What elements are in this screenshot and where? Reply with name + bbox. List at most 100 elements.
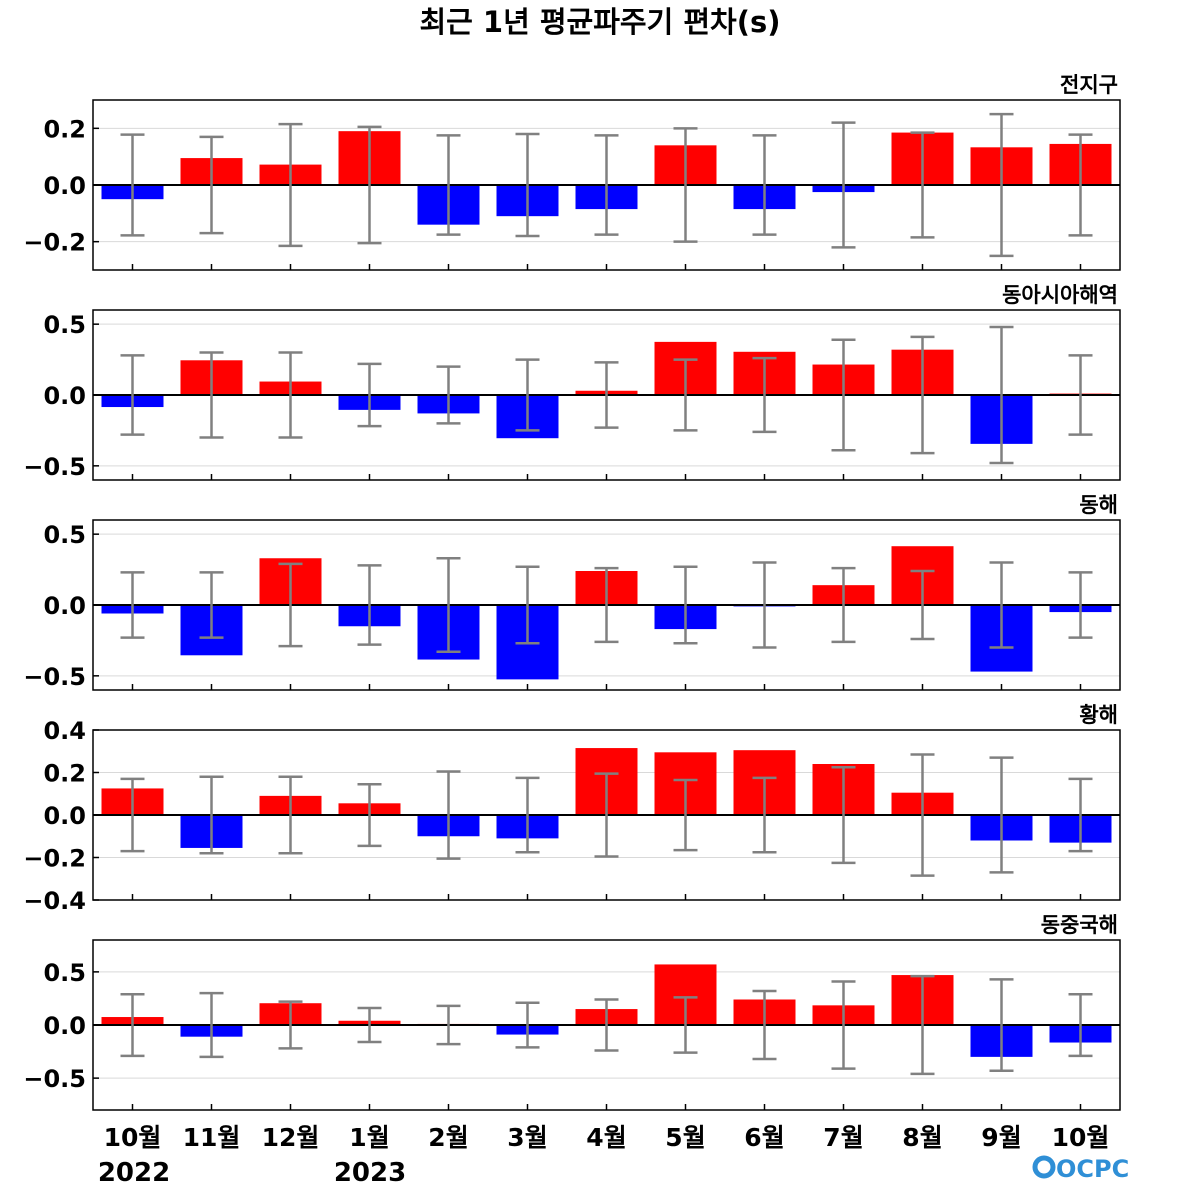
error-bar — [278, 122, 303, 248]
ocpc-logo: OCPC — [1032, 1155, 1129, 1183]
error-bar — [989, 756, 1014, 874]
x-tick-label: 8월 — [902, 1123, 942, 1152]
x-tick-label: 12월 — [262, 1123, 320, 1152]
error-bar — [120, 354, 145, 436]
panel-4: −0.5 0.0 0.5 동중국해 — [23, 913, 1121, 1111]
x-tick-label: 2월 — [428, 1123, 468, 1152]
error-bar — [1068, 777, 1093, 853]
y-tick-label: 0.4 — [43, 717, 86, 745]
x-tick-label: 1월 — [349, 1123, 389, 1152]
error-bar — [515, 1001, 540, 1049]
y-tick-label: 0.2 — [43, 115, 86, 143]
y-tick-label: 0.0 — [43, 172, 86, 200]
error-bar — [357, 782, 382, 848]
error-bar — [910, 569, 935, 641]
y-tick-label: 0.0 — [43, 382, 86, 410]
error-bar — [357, 1006, 382, 1044]
error-bar — [515, 776, 540, 854]
error-bar — [120, 571, 145, 639]
y-tick-label: −0.2 — [23, 229, 86, 257]
error-bar — [1068, 571, 1093, 639]
y-tick-label: 0.0 — [43, 592, 86, 620]
panel-title: 전지구 — [1060, 73, 1118, 97]
error-bar — [989, 561, 1014, 649]
error-bar — [910, 974, 935, 1076]
error-bar — [910, 753, 935, 877]
y-tick-label: −0.4 — [23, 887, 86, 915]
error-bar — [752, 776, 777, 854]
panel-title: 동해 — [1079, 493, 1118, 517]
error-bar — [278, 562, 303, 648]
error-bar — [278, 1000, 303, 1050]
error-bar — [989, 325, 1014, 465]
y-tick-label: 0.0 — [43, 802, 86, 830]
y-tick-label: −0.5 — [23, 453, 86, 481]
panel-3: −0.4 −0.2 0.0 0.2 0.4 황해 — [23, 703, 1121, 915]
x-tick-label: 11월 — [183, 1123, 241, 1152]
panel-title: 동중국해 — [1041, 913, 1118, 937]
chart-panels: −0.2 0.0 0.2 전지구 −0.5 0.0 0.5 동아시아해역 −0.5 0.0 0.5 동… — [23, 73, 1121, 1111]
error-bar — [594, 134, 619, 236]
error-bar — [594, 998, 619, 1052]
panel-0: −0.2 0.0 0.2 전지구 — [23, 73, 1121, 271]
error-bar — [120, 992, 145, 1058]
error-bar — [199, 351, 224, 439]
y-tick-label: 0.2 — [43, 760, 86, 788]
error-bar — [594, 361, 619, 429]
error-bar — [357, 125, 382, 245]
logo-ring-icon — [1032, 1155, 1056, 1179]
error-bar — [831, 121, 856, 249]
error-bar — [594, 566, 619, 644]
x-tick-label: 5월 — [665, 1123, 705, 1152]
x-tick-label: 10월 — [104, 1123, 162, 1152]
error-bar — [673, 996, 698, 1054]
error-bar — [1068, 133, 1093, 237]
error-bar — [831, 980, 856, 1070]
error-bar — [357, 362, 382, 428]
error-bar — [910, 131, 935, 239]
error-bar — [120, 133, 145, 237]
error-bar — [436, 557, 461, 653]
error-bar — [910, 335, 935, 455]
panel-title: 동아시아해역 — [1002, 283, 1118, 307]
error-bar — [752, 356, 777, 434]
y-tick-label: −0.2 — [23, 845, 86, 873]
error-bar — [120, 777, 145, 853]
error-bar — [199, 135, 224, 235]
error-bar — [831, 566, 856, 644]
error-bar — [436, 770, 461, 860]
error-bar — [752, 561, 777, 649]
panel-title: 황해 — [1079, 703, 1118, 727]
error-bar — [436, 134, 461, 236]
error-bar — [831, 338, 856, 452]
error-bar — [278, 351, 303, 439]
error-bar — [515, 565, 540, 645]
error-bar — [278, 775, 303, 855]
error-bar — [436, 1004, 461, 1046]
y-tick-label: 0.5 — [43, 959, 86, 987]
year-label-2023: 2023 — [334, 1158, 406, 1188]
x-tick-label: 7월 — [823, 1123, 863, 1152]
x-tick-label: 4월 — [586, 1123, 626, 1152]
error-bar — [1068, 992, 1093, 1058]
error-bar — [515, 358, 540, 432]
error-bar — [673, 565, 698, 645]
year-label-2022: 2022 — [98, 1158, 170, 1188]
figure-title: 최근 1년 평균파주기 편차(s) — [419, 5, 780, 39]
panel-2: −0.5 0.0 0.5 동해 — [23, 493, 1121, 691]
error-bar — [673, 778, 698, 852]
error-bar — [199, 571, 224, 639]
error-bar — [831, 765, 856, 865]
x-tick-label: 9월 — [981, 1123, 1021, 1152]
error-bar — [594, 772, 619, 858]
x-tick-label: 10월 — [1052, 1123, 1110, 1152]
y-tick-label: −0.5 — [23, 663, 86, 691]
error-bar — [673, 358, 698, 432]
y-tick-label: 0.0 — [43, 1012, 86, 1040]
error-bar — [515, 132, 540, 238]
error-bar — [989, 112, 1014, 258]
panel-1: −0.5 0.0 0.5 동아시아해역 — [23, 283, 1121, 481]
x-tick-label: 3월 — [507, 1123, 547, 1152]
error-bar — [199, 775, 224, 855]
